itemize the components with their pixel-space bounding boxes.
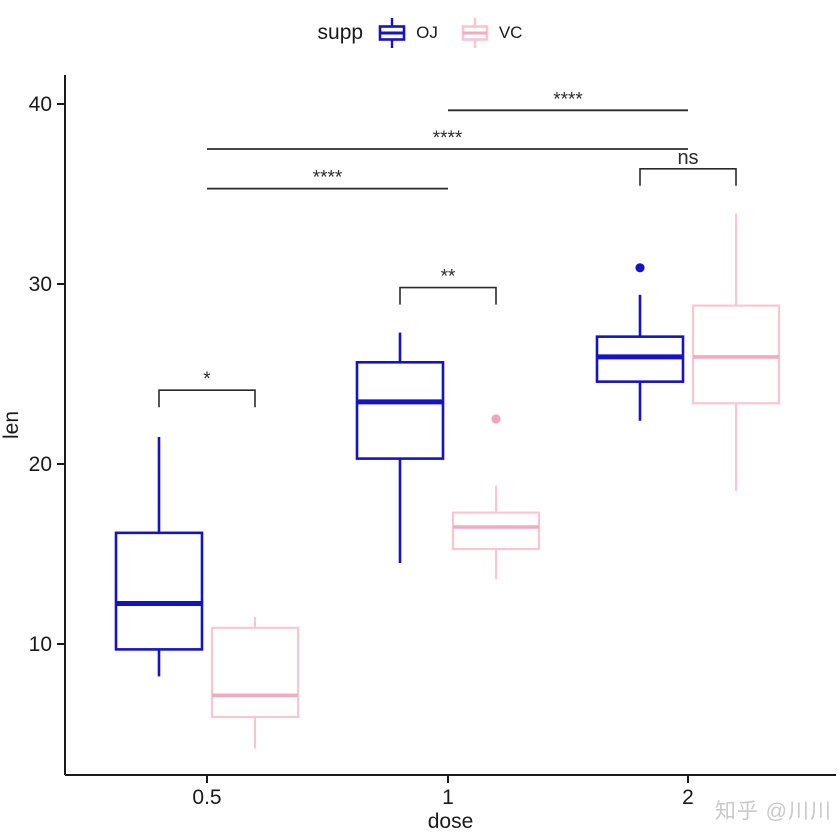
oj-boxplot-key-icon: [377, 16, 407, 50]
boxplot-VC-dose-2: [691, 213, 781, 491]
boxplot-VC-dose-1: [451, 414, 541, 580]
x-tick-label-1: 1: [442, 786, 454, 809]
y-tick-label-30: 30: [29, 273, 52, 296]
legend-label-vc: VC: [498, 23, 523, 42]
outlier-point: [635, 263, 645, 273]
outlier-point: [491, 414, 501, 424]
boxplot-OJ-dose-0.5: [114, 437, 204, 677]
legend-title: supp: [317, 21, 364, 44]
legend-item-vc: VC: [460, 16, 523, 50]
legend: supp OJ VC: [0, 12, 840, 54]
boxplot-VC-dose-0.5: [210, 617, 300, 749]
legend-item-oj: OJ: [377, 16, 438, 50]
boxplot-OJ-dose-2: [595, 263, 685, 421]
x-axis-title: dose: [427, 810, 474, 833]
watermark: 知乎 @川川: [714, 800, 832, 823]
box-rect: [451, 511, 541, 551]
y-tick-label-40: 40: [29, 93, 52, 116]
significance-bracket-1: [399, 286, 497, 305]
y-tick-label-10: 10: [29, 633, 52, 656]
box-rect: [355, 360, 445, 460]
box-rect: [210, 626, 300, 718]
x-tick-label-2: 2: [682, 786, 694, 809]
box-rect: [691, 304, 781, 405]
vc-boxplot-key-icon: [460, 16, 490, 50]
significance-label-2: ns: [677, 147, 698, 169]
significance-bracket-2: [639, 168, 737, 186]
boxplot-OJ-dose-1: [355, 332, 445, 563]
significance-label-0: *: [203, 369, 211, 390]
significance-label-1: **: [441, 267, 456, 288]
legend-label-oj: OJ: [416, 23, 438, 42]
significance-label-5: ****: [553, 89, 583, 110]
significance-label-4: ****: [433, 128, 463, 149]
box-rect: [114, 531, 204, 651]
significance-label-3: ****: [313, 168, 343, 189]
x-tick-label-0.5: 0.5: [192, 786, 221, 809]
significance-bracket-0: [158, 389, 256, 408]
y-tick-label-20: 20: [29, 453, 52, 476]
y-axis-title: len: [0, 410, 23, 440]
